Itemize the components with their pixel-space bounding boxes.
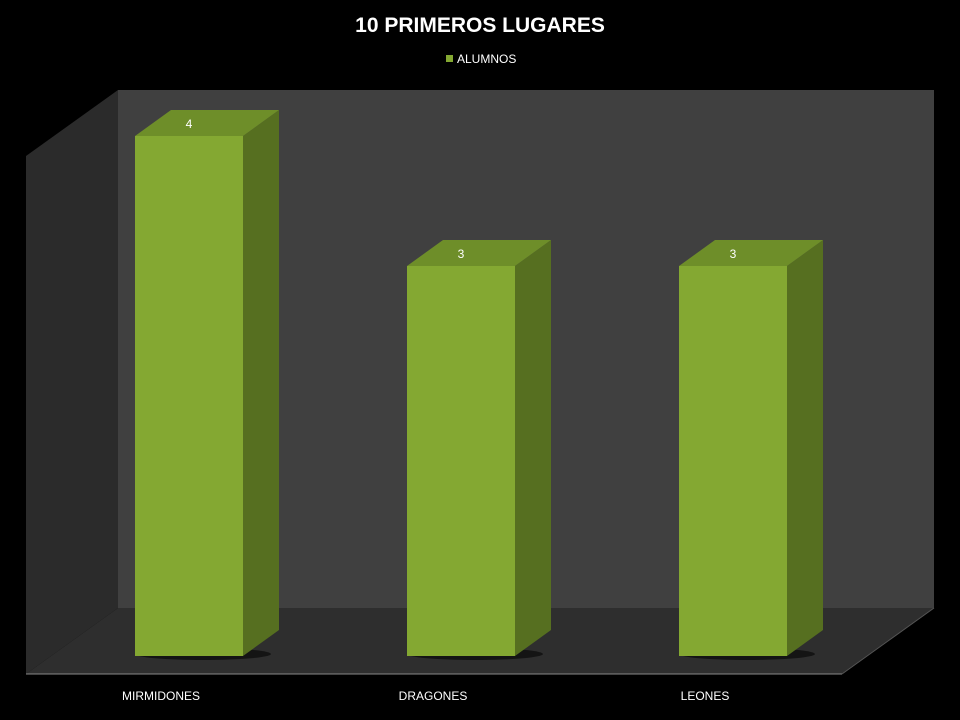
bars: 4 3 3	[135, 110, 823, 660]
data-label: 4	[186, 117, 193, 131]
data-label: 3	[458, 247, 465, 261]
bar-top-face	[679, 240, 823, 266]
bar-side-face	[243, 110, 279, 656]
bar-leones: 3	[679, 240, 823, 660]
x-axis-labels: MIRMIDONES DRAGONES LEONES	[122, 689, 729, 703]
side-wall	[26, 90, 118, 674]
bar-top-face	[135, 110, 279, 136]
floor-right-edge	[841, 607, 935, 675]
x-tick-label: LEONES	[681, 689, 730, 703]
legend-label: ALUMNOS	[457, 52, 516, 66]
bar-side-face	[787, 240, 823, 656]
x-tick-label: DRAGONES	[399, 689, 468, 703]
legend-swatch	[446, 55, 453, 62]
bar-dragones: 3	[407, 240, 551, 660]
data-label: 3	[730, 247, 737, 261]
legend: ALUMNOS	[446, 52, 516, 66]
chart-title: 10 PRIMEROS LUGARES	[355, 14, 605, 37]
bar-front-face	[679, 266, 787, 656]
bar-front-face	[407, 266, 515, 656]
bar-top-face	[407, 240, 551, 266]
x-tick-label: MIRMIDONES	[122, 689, 200, 703]
bar-mirmidones: 4	[135, 110, 279, 660]
bar-side-face	[515, 240, 551, 656]
bar-front-face	[135, 136, 243, 656]
